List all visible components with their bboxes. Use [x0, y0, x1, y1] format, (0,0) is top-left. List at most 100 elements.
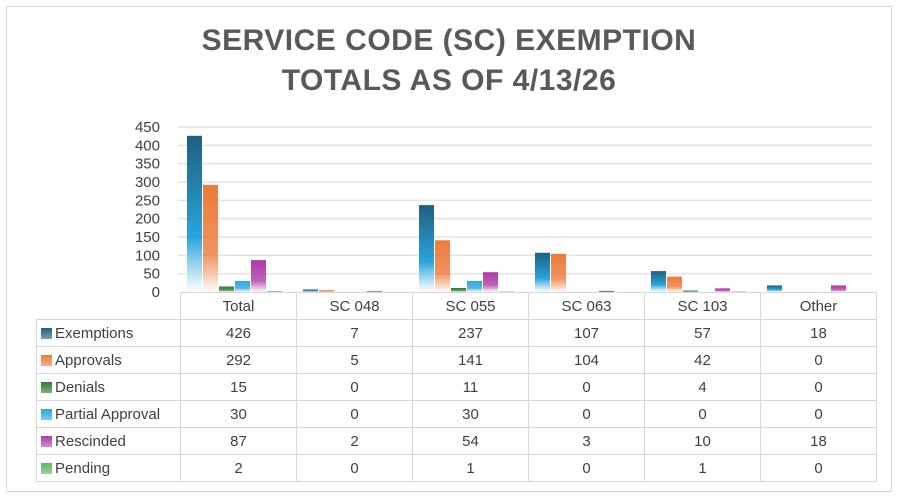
legend-entry: Rescinded: [36, 427, 181, 455]
data-cell: 426: [180, 319, 297, 347]
data-cell: 0: [528, 373, 645, 401]
category-label: Other: [760, 292, 877, 320]
legend-key-icon: [41, 435, 52, 447]
data-cell: 104: [528, 346, 645, 374]
data-cell: 0: [760, 346, 877, 374]
y-tick-label: 400: [135, 137, 160, 154]
data-cell: 0: [296, 454, 413, 482]
data-cell: 0: [760, 400, 877, 428]
bar-partial-approval: [467, 281, 482, 292]
bar-denials: [219, 286, 234, 292]
chart-title-line-2: TOTALS AS OF 4/13/26: [281, 64, 617, 97]
bar-exemptions: [767, 285, 782, 292]
series-name: Partial Approval: [55, 405, 161, 423]
data-cell: 5: [296, 346, 413, 374]
data-cell: 1: [412, 454, 529, 482]
y-tick-label: 350: [135, 156, 160, 173]
data-cell: 4: [644, 373, 761, 401]
data-cell: 0: [528, 454, 645, 482]
data-cell: 0: [644, 400, 761, 428]
data-cell: 0: [296, 373, 413, 401]
table-row: Pending 2 0 1 0 1 0: [36, 454, 877, 482]
bar-approvals: [319, 290, 334, 292]
data-cell: 107: [528, 319, 645, 347]
data-cell: 2: [180, 454, 297, 482]
bar-denials: [683, 290, 698, 293]
bar-rescinded: [831, 285, 846, 292]
bar-approvals: [667, 276, 682, 292]
legend-entry: Approvals: [36, 346, 181, 374]
bar-exemptions: [651, 271, 666, 292]
table-row: Rescinded 87 2 54 3 10 18: [36, 427, 877, 455]
y-tick-label: 50: [143, 266, 160, 283]
series-name: Approvals: [55, 351, 122, 369]
chart-title-line-1: SERVICE CODE (SC) EXEMPTION: [201, 24, 697, 57]
bar-approvals: [551, 253, 566, 292]
legend-key-icon: [41, 327, 52, 339]
data-cell: 2: [296, 427, 413, 455]
data-cell: 1: [644, 454, 761, 482]
data-cell: 0: [760, 373, 877, 401]
category-label: SC 055: [412, 292, 529, 320]
bar-exemptions: [535, 252, 550, 292]
data-cell: 10: [644, 427, 761, 455]
data-cell: 11: [412, 373, 529, 401]
table-row: Denials 15 0 11 0 4 0: [36, 373, 877, 401]
data-cell: 292: [180, 346, 297, 374]
data-cell: 15: [180, 373, 297, 401]
bar-approvals: [203, 184, 218, 292]
legend-key-icon: [41, 354, 52, 366]
data-cell: 237: [412, 319, 529, 347]
series-name: Rescinded: [55, 432, 126, 450]
data-cell: 42: [644, 346, 761, 374]
y-tick-label: 150: [135, 229, 160, 246]
data-cell: 54: [412, 427, 529, 455]
legend-entry: Denials: [36, 373, 181, 401]
table-row: Approvals 292 5 141 104 42 0: [36, 346, 877, 374]
category-label: Total: [180, 292, 297, 320]
y-tick-label: 250: [135, 192, 160, 209]
series-name: Denials: [55, 378, 106, 396]
series-name: Pending: [55, 459, 111, 477]
bar-exemptions: [187, 135, 202, 292]
table-row: Partial Approval 30 0 30 0 0 0: [36, 400, 877, 428]
data-cell: 57: [644, 319, 761, 347]
data-cell: 30: [412, 400, 529, 428]
legend-entry: Exemptions: [36, 319, 181, 347]
legend-key-icon: [41, 462, 52, 474]
category-label: SC 103: [644, 292, 761, 320]
bar-exemptions: [303, 289, 318, 292]
data-cell: 0: [296, 400, 413, 428]
bar-rescinded: [715, 288, 730, 292]
bar-partial-approval: [235, 281, 250, 292]
bar-denials: [451, 287, 466, 292]
data-cell: 87: [180, 427, 297, 455]
data-cell: 141: [412, 346, 529, 374]
y-tick-label: 0: [152, 284, 160, 300]
data-cell: 18: [760, 319, 877, 347]
data-table: Total SC 048 SC 055 SC 063 SC 103 Other Exempt…: [36, 292, 877, 482]
legend-entry: Pending: [36, 454, 181, 482]
bar-rescinded: [599, 290, 614, 293]
y-tick-label: 100: [135, 247, 160, 264]
y-tick-label: 300: [135, 174, 160, 191]
legend-entry: Partial Approval: [36, 400, 181, 428]
y-tick-label: 200: [135, 211, 160, 228]
chart-frame: [6, 6, 892, 492]
legend-key-icon: [41, 381, 52, 393]
bar-rescinded: [251, 260, 266, 292]
legend-key-icon: [41, 408, 52, 420]
bar-rescinded: [483, 272, 498, 292]
data-cell: 0: [528, 400, 645, 428]
data-cell: 7: [296, 319, 413, 347]
data-cell: 3: [528, 427, 645, 455]
series-name: Exemptions: [55, 324, 134, 342]
table-corner: [37, 293, 181, 320]
table-row: Exemptions 426 7 237 107 57 18: [36, 319, 877, 347]
bar-approvals: [435, 240, 450, 292]
data-cell: 18: [760, 427, 877, 455]
category-label: SC 048: [296, 292, 413, 320]
bar-exemptions: [419, 205, 434, 292]
y-tick-label: 450: [135, 119, 160, 136]
